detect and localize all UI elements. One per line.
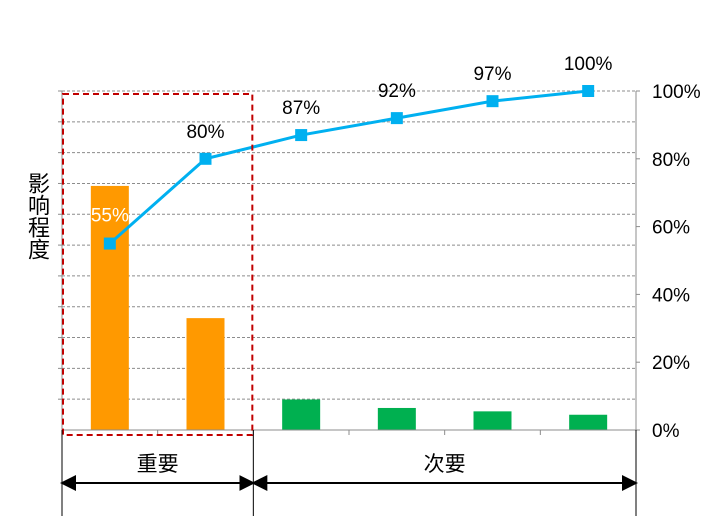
bar: [186, 318, 225, 430]
series-point: [199, 152, 212, 165]
important-group-highlight: [62, 93, 254, 436]
axes: [58, 90, 640, 435]
data-label: 97%: [473, 64, 511, 85]
gridlines: [62, 90, 636, 400]
data-label: 87%: [282, 98, 320, 119]
group-axis: 重要 次要: [60, 430, 638, 516]
bar: [90, 185, 129, 430]
y2-tick-label: 80%: [652, 150, 690, 171]
y2-tick-label: 60%: [652, 218, 690, 239]
bar: [569, 414, 608, 430]
series-point: [486, 95, 499, 108]
bar: [282, 399, 321, 430]
y-axis-label: 影响程度: [24, 172, 49, 260]
y2-tick-label: 0%: [652, 421, 680, 442]
y2-tick-label: 40%: [652, 285, 690, 306]
bar: [377, 407, 416, 430]
cumulative-line: 55% 80% 87% 92% 97% 100%: [91, 54, 613, 250]
series-line: [108, 89, 589, 245]
data-label: 55%: [91, 206, 129, 227]
group-label: 次要: [424, 452, 466, 476]
series-point: [582, 85, 595, 97]
right-axis-ticks: 0% 20% 40% 60% 80% 100%: [652, 82, 701, 442]
data-label: 80%: [186, 122, 224, 143]
y2-tick-label: 100%: [652, 82, 701, 103]
series-point: [295, 129, 308, 142]
series-point: [390, 112, 403, 125]
bars: [90, 185, 608, 430]
series-point: [103, 237, 116, 250]
data-label: 100%: [564, 54, 613, 75]
highlight-box: [62, 93, 254, 436]
y2-tick-label: 20%: [652, 353, 690, 374]
group-label: 重要: [137, 452, 179, 476]
bar: [473, 411, 512, 430]
data-label: 92%: [378, 81, 416, 102]
